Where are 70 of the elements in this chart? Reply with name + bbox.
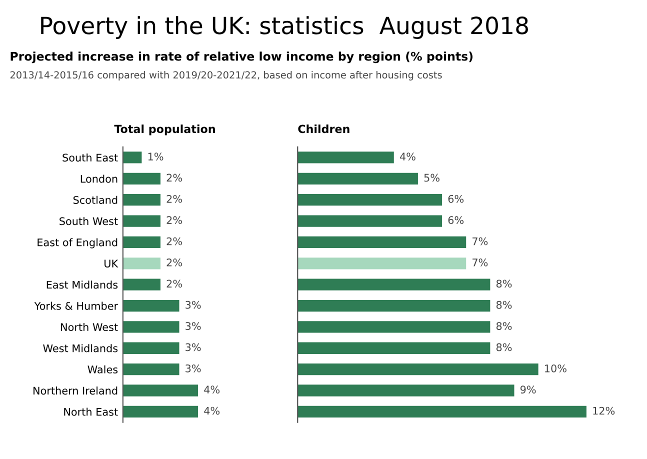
bar — [122, 406, 198, 418]
bar — [122, 236, 160, 248]
data-label: 2% — [166, 174, 182, 182]
data-label: 2% — [166, 194, 182, 203]
bar — [298, 258, 466, 270]
data-label: 4% — [400, 152, 416, 160]
data-label: 2% — [166, 280, 182, 288]
bar — [298, 384, 514, 396]
data-label: 7% — [472, 237, 488, 246]
data-label: 10% — [545, 364, 566, 372]
data-label: 2% — [166, 258, 182, 266]
bar — [122, 300, 180, 312]
bar — [298, 215, 442, 227]
y-tick-label: West Midlands — [43, 344, 118, 352]
bar — [122, 363, 180, 376]
text: Poverty in the UK: statistics August 2018 — [41, 16, 528, 39]
bar — [122, 342, 180, 354]
data-label: 9% — [520, 386, 536, 394]
data-label: 6% — [448, 216, 464, 224]
bar — [122, 384, 198, 396]
data-label: 8% — [496, 300, 512, 309]
y-tick-label: North West — [61, 322, 118, 332]
y-tick-label: South West — [60, 217, 118, 226]
data-label: 8% — [496, 322, 512, 330]
y-tick-label: East Midlands — [46, 280, 118, 289]
text: Projected increase in rate of relative low income by region (% points) — [10, 52, 473, 64]
bar — [298, 300, 490, 312]
y-tick-label: North East — [64, 408, 118, 416]
bar — [122, 278, 160, 290]
data-label: 3% — [186, 364, 201, 372]
data-label: 4% — [204, 386, 220, 394]
data-label: 8% — [496, 343, 512, 352]
text: 2013/14-2015/16 compared with 2019/20-2021/22, based on income after housing costs — [10, 71, 442, 80]
y-tick-label: South East — [62, 154, 118, 162]
data-label: 6% — [448, 194, 464, 203]
y-tick-label: London — [80, 174, 118, 183]
y-tick-label: Northern Ireland — [34, 386, 118, 395]
bar — [298, 321, 490, 333]
bar — [122, 152, 142, 164]
chart-title: Children — [298, 124, 350, 134]
y-tick-label: Wales — [88, 365, 118, 374]
bar — [298, 342, 490, 354]
data-label: 5% — [424, 174, 440, 182]
bar — [122, 258, 160, 270]
chart-title: Total population — [114, 124, 215, 136]
data-label: 2% — [166, 237, 182, 246]
bar — [122, 194, 160, 206]
y-tick-label: UK — [104, 260, 118, 268]
bar — [298, 152, 394, 164]
bar — [298, 172, 418, 184]
data-label: 3% — [186, 343, 201, 352]
y-tick-label: Scotland — [73, 196, 118, 204]
bar — [298, 363, 538, 376]
data-label: 4% — [204, 406, 220, 415]
bar — [122, 215, 160, 227]
data-label: 3% — [186, 322, 201, 330]
y-tick-label: Yorks & Humber — [34, 302, 118, 310]
bar — [298, 236, 466, 248]
data-label: 8% — [496, 280, 512, 288]
bar — [298, 278, 490, 290]
bar — [122, 172, 160, 184]
data-label: 7% — [472, 258, 488, 266]
data-label: 1% — [148, 152, 164, 160]
bar — [122, 321, 180, 333]
bar — [298, 406, 586, 418]
data-label: 2% — [166, 216, 182, 224]
bar — [298, 194, 442, 206]
data-label: 3% — [186, 300, 201, 309]
y-tick-label: East of England — [38, 238, 118, 248]
data-label: 12% — [593, 406, 615, 415]
